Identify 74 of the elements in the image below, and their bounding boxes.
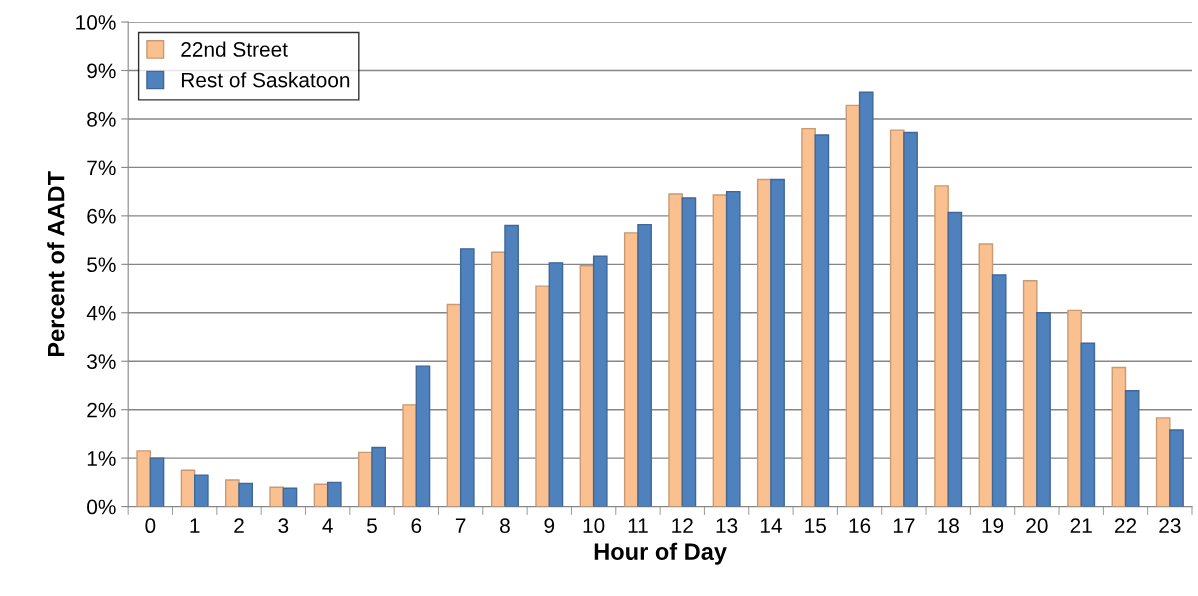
x-tick-label: 15 <box>805 518 826 534</box>
y-tick-label: 4% <box>86 305 116 321</box>
bar <box>947 211 963 507</box>
bar <box>1067 309 1082 507</box>
x-tick-label: 5 <box>367 518 377 534</box>
bar <box>1124 390 1140 507</box>
bar <box>814 134 830 507</box>
x-tick-label: 7 <box>455 518 466 533</box>
x-tick-label: 23 <box>1159 518 1181 534</box>
x-tick-label: 16 <box>849 518 871 534</box>
bar <box>934 185 949 507</box>
y-tick-label: 0% <box>87 499 116 515</box>
x-tick-label: 2 <box>234 518 244 533</box>
x-tick-label: 4 <box>322 518 333 533</box>
bar <box>269 486 285 507</box>
x-tick-label: 8 <box>500 518 510 534</box>
x-tick-label: 1 <box>190 518 200 533</box>
bar <box>681 197 697 507</box>
x-tick-label: 0 <box>145 518 156 534</box>
x-tick-label: 6 <box>411 518 422 534</box>
bar <box>402 404 418 507</box>
x-tick-label: 22 <box>1114 518 1137 533</box>
y-tick-label: 3% <box>87 354 116 369</box>
bar <box>991 274 1007 507</box>
bar <box>858 91 874 507</box>
x-tick-label: 3 <box>278 518 289 534</box>
bar <box>548 262 564 507</box>
x-tick-label: 17 <box>893 518 915 533</box>
x-tick-label: 11 <box>628 518 648 533</box>
y-tick-label: 7% <box>87 160 116 176</box>
bar <box>282 487 298 507</box>
bar <box>238 482 253 507</box>
x-tick-label: 18 <box>938 518 959 534</box>
bar <box>504 224 519 507</box>
bar <box>136 450 152 507</box>
x-tick-label: 14 <box>760 518 782 533</box>
bar <box>149 457 165 507</box>
y-tick-label: 9% <box>87 63 116 79</box>
bar <box>415 365 431 507</box>
bar <box>770 178 785 507</box>
bar <box>193 474 209 507</box>
y-tick-label: 2% <box>87 402 116 418</box>
bar <box>725 190 741 507</box>
legend-label: Rest of Saskatoon <box>181 72 350 88</box>
y-tick-label: 1% <box>87 451 116 466</box>
bar <box>1155 417 1171 507</box>
x-tick-label: 19 <box>982 518 1004 534</box>
y-tick-label: 5% <box>87 257 116 273</box>
y-tick-label: 10% <box>76 15 116 30</box>
x-tick-label: 13 <box>716 518 738 534</box>
bar <box>668 193 683 507</box>
x-tick-label: 12 <box>672 518 693 533</box>
legend-label: 22nd Street <box>181 41 288 57</box>
x-tick-label: 10 <box>583 518 605 534</box>
bar <box>371 446 386 507</box>
bar <box>1080 342 1096 507</box>
x-tick-label: 21 <box>1070 518 1092 533</box>
y-tick-label: 6% <box>87 208 116 224</box>
x-tick-label: 9 <box>544 518 555 534</box>
bar <box>1036 312 1051 507</box>
bar <box>801 127 816 507</box>
y-tick-label: 8% <box>87 111 116 127</box>
y-axis-title: Percent of AADT <box>47 171 65 357</box>
bar <box>903 131 918 507</box>
bar <box>459 248 475 507</box>
bar <box>225 479 240 507</box>
bar <box>535 285 550 507</box>
bar <box>1022 280 1038 507</box>
bar <box>637 223 652 507</box>
bar <box>1169 429 1184 507</box>
bar <box>592 255 608 507</box>
x-tick-label: 20 <box>1026 518 1048 534</box>
bar <box>326 481 342 507</box>
x-axis-title: Hour of Day <box>594 542 727 565</box>
